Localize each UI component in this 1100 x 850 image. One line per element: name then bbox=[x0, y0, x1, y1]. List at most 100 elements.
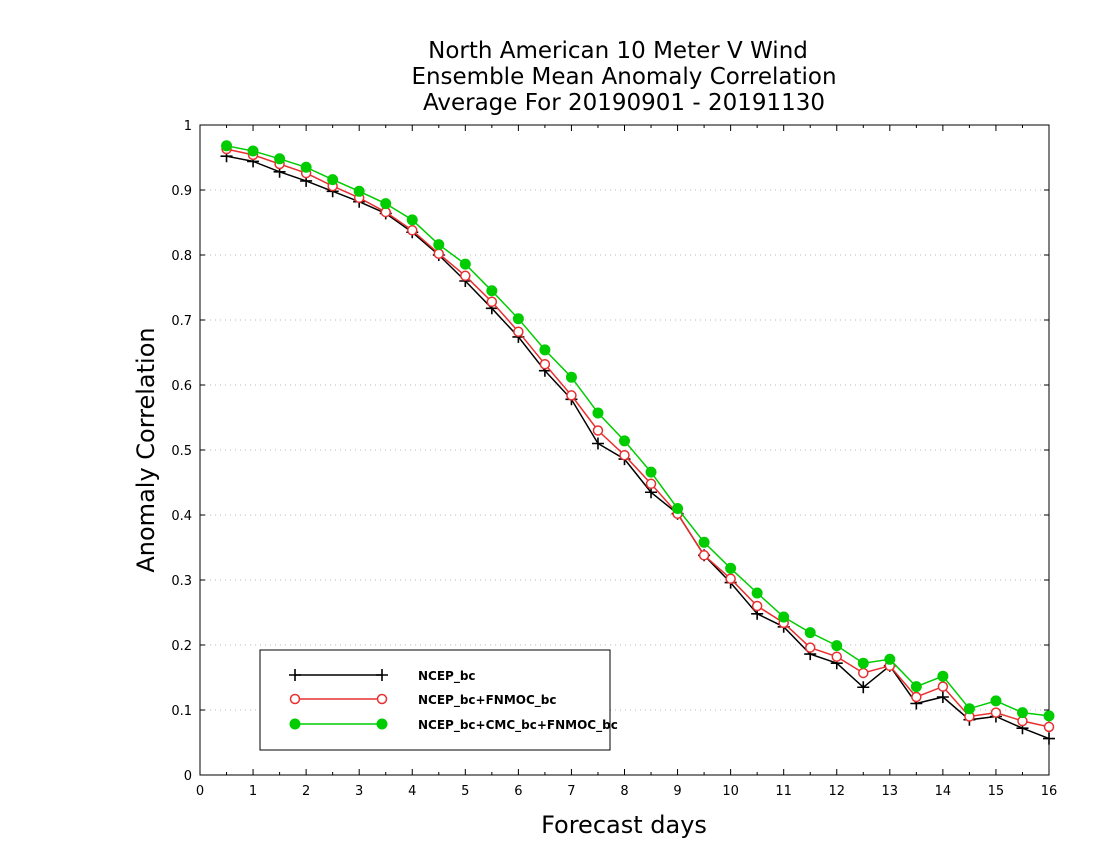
data-point bbox=[486, 285, 498, 297]
data-point bbox=[566, 390, 577, 401]
data-point bbox=[459, 258, 471, 270]
legend-swatch bbox=[289, 669, 388, 681]
y-tick-label: 0.5 bbox=[171, 444, 192, 459]
y-tick-label: 0.1 bbox=[171, 704, 192, 719]
series-lines bbox=[220, 140, 1055, 745]
x-tick-label: 10 bbox=[722, 784, 739, 799]
series-line bbox=[226, 145, 1050, 717]
data-point bbox=[778, 611, 790, 623]
series-ncep-bc-fnmoc-bc bbox=[221, 143, 1055, 733]
chart-title-line-3: Average For 20190901 - 20191130 bbox=[423, 90, 825, 116]
data-point bbox=[539, 358, 551, 370]
x-tick-label: 0 bbox=[196, 784, 204, 799]
y-tick-label: 0.3 bbox=[171, 574, 192, 589]
y-tick-label: 0.6 bbox=[171, 379, 192, 394]
data-point bbox=[221, 140, 233, 152]
legend-marker bbox=[376, 669, 388, 681]
legend-marker bbox=[376, 693, 388, 705]
legend-swatch bbox=[289, 693, 388, 705]
legend: NCEP_bc NCEP_bc+FNMOC_bc NCEP_bc+CMC_bc+… bbox=[259, 649, 618, 751]
data-point bbox=[963, 703, 975, 715]
x-tick-label: 3 bbox=[355, 784, 363, 799]
data-point bbox=[460, 270, 471, 282]
data-point bbox=[539, 344, 551, 356]
x-tick-label: 12 bbox=[828, 784, 845, 799]
axes: 00.10.20.30.40.50.60.70.80.910 1 2 3 4 5 6 7 8 9 1… bbox=[171, 119, 1057, 799]
data-point bbox=[592, 425, 604, 436]
legend-label-ncep-bc-cmc-bc-fnmoc-bc: NCEP_bc+CMC_bc+FNMOC_bc bbox=[418, 718, 618, 733]
legend-marker bbox=[376, 718, 388, 730]
data-point bbox=[353, 185, 365, 197]
legend-marker bbox=[289, 693, 301, 705]
y-tick-label: 0.8 bbox=[171, 249, 192, 264]
data-point bbox=[672, 503, 684, 514]
chart-title-line-1: North American 10 Meter V Wind bbox=[428, 38, 808, 64]
legend-label-ncep-bc: NCEP_bc bbox=[418, 669, 476, 684]
data-point bbox=[831, 640, 843, 652]
data-point bbox=[380, 198, 392, 210]
legend-swatches bbox=[289, 669, 388, 730]
legend-marker bbox=[289, 718, 301, 730]
data-point bbox=[433, 239, 445, 251]
y-axis-title: Anomaly Correlation bbox=[132, 327, 160, 572]
data-point bbox=[407, 225, 418, 236]
x-tick-label: 2 bbox=[302, 784, 310, 799]
legend-marker bbox=[289, 669, 301, 681]
data-point bbox=[804, 627, 816, 639]
data-point bbox=[619, 449, 630, 461]
series-line bbox=[226, 148, 1050, 728]
data-point bbox=[857, 657, 869, 669]
data-point bbox=[406, 214, 418, 226]
x-tick-label: 11 bbox=[775, 784, 792, 799]
data-point bbox=[910, 681, 922, 693]
data-point bbox=[831, 651, 842, 662]
data-point bbox=[1016, 707, 1028, 719]
data-point bbox=[619, 435, 630, 447]
x-tick-label: 6 bbox=[514, 784, 522, 799]
y-tick-label: 0.2 bbox=[171, 639, 192, 654]
x-tick-label: 8 bbox=[620, 784, 628, 799]
data-point bbox=[592, 407, 604, 419]
data-point bbox=[936, 691, 949, 703]
legend-swatch bbox=[289, 718, 388, 730]
x-tick-label: 1 bbox=[249, 784, 257, 799]
y-tick-label: 0 bbox=[184, 769, 192, 784]
data-point bbox=[725, 573, 736, 584]
data-point bbox=[698, 550, 710, 561]
legend-label-ncep-bc-fnmoc-bc: NCEP_bc+FNMOC_bc bbox=[418, 693, 557, 708]
data-point bbox=[858, 667, 869, 679]
data-point bbox=[513, 326, 524, 337]
x-tick-label: 13 bbox=[882, 784, 899, 799]
legend-box bbox=[259, 649, 611, 751]
data-point bbox=[591, 437, 604, 450]
data-point bbox=[645, 478, 657, 490]
data-point bbox=[804, 642, 816, 653]
data-point bbox=[274, 153, 286, 165]
data-point bbox=[1043, 721, 1055, 733]
x-tick-label: 15 bbox=[988, 784, 1005, 799]
series-ncep-bc-cmc-bc-fnmoc-bc bbox=[221, 140, 1055, 722]
data-point bbox=[725, 562, 737, 574]
data-point bbox=[1043, 732, 1055, 745]
x-axis-title: Forecast days bbox=[541, 811, 707, 839]
data-point bbox=[857, 681, 870, 694]
y-tick-label: 0.9 bbox=[171, 184, 192, 199]
data-point bbox=[327, 174, 339, 186]
data-point bbox=[911, 691, 922, 703]
data-point bbox=[565, 371, 577, 383]
y-tick-label: 0.4 bbox=[171, 509, 192, 524]
y-tick-label: 0.7 bbox=[171, 314, 192, 329]
data-point bbox=[433, 248, 445, 259]
data-point bbox=[247, 145, 259, 157]
data-point bbox=[512, 313, 524, 325]
x-tick-label: 16 bbox=[1041, 784, 1058, 799]
data-point bbox=[990, 707, 1002, 718]
data-point bbox=[937, 681, 949, 692]
x-tick-label: 5 bbox=[461, 784, 469, 799]
x-tick-label: 14 bbox=[935, 784, 952, 799]
chart-title-line-2: Ensemble Mean Anomaly Correlation bbox=[411, 64, 836, 90]
x-tick-label: 9 bbox=[673, 784, 681, 799]
data-point bbox=[937, 670, 949, 682]
data-point bbox=[698, 536, 710, 548]
